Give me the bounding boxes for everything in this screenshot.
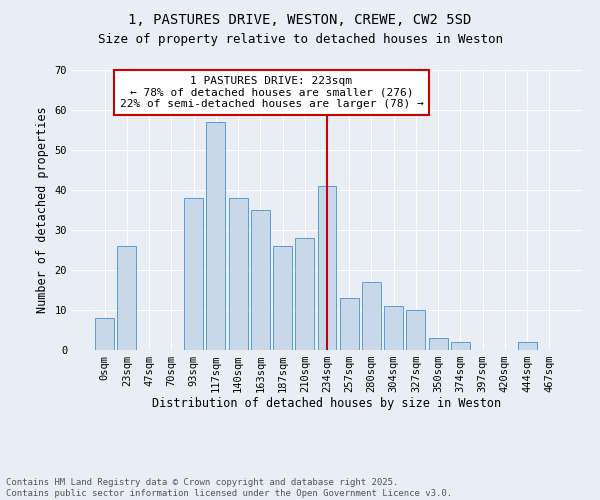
Bar xyxy=(206,122,225,350)
Bar xyxy=(340,298,359,350)
Bar xyxy=(273,246,292,350)
Text: Size of property relative to detached houses in Weston: Size of property relative to detached ho… xyxy=(97,32,503,46)
Bar xyxy=(406,310,425,350)
Bar xyxy=(184,198,203,350)
Bar xyxy=(229,198,248,350)
Bar xyxy=(362,282,381,350)
Bar xyxy=(384,306,403,350)
Bar xyxy=(118,246,136,350)
X-axis label: Distribution of detached houses by size in Weston: Distribution of detached houses by size … xyxy=(152,396,502,409)
Bar xyxy=(429,338,448,350)
Text: 1 PASTURES DRIVE: 223sqm
← 78% of detached houses are smaller (276)
22% of semi-: 1 PASTURES DRIVE: 223sqm ← 78% of detach… xyxy=(119,76,423,109)
Bar xyxy=(518,342,536,350)
Bar xyxy=(317,186,337,350)
Bar xyxy=(451,342,470,350)
Text: Contains HM Land Registry data © Crown copyright and database right 2025.
Contai: Contains HM Land Registry data © Crown c… xyxy=(6,478,452,498)
Bar xyxy=(95,318,114,350)
Bar xyxy=(251,210,270,350)
Text: 1, PASTURES DRIVE, WESTON, CREWE, CW2 5SD: 1, PASTURES DRIVE, WESTON, CREWE, CW2 5S… xyxy=(128,12,472,26)
Y-axis label: Number of detached properties: Number of detached properties xyxy=(36,106,49,314)
Bar xyxy=(295,238,314,350)
